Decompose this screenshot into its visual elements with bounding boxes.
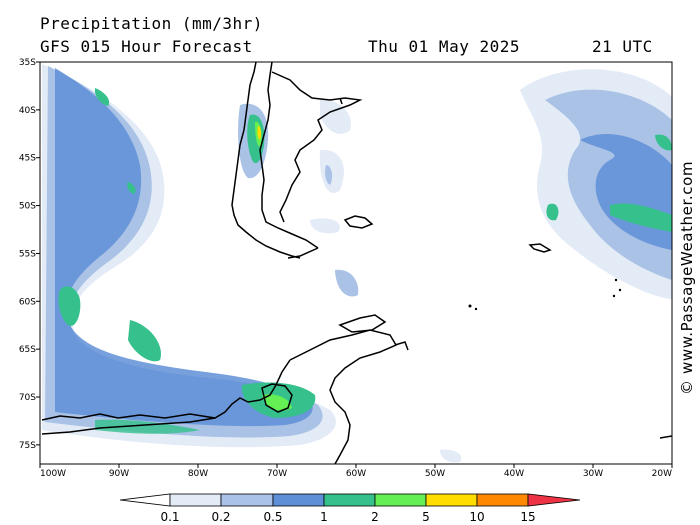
legend-level-label: 2: [371, 510, 379, 524]
lon-tick-label: 100W: [40, 469, 66, 479]
forecast-subtitle: GFS 015 Hour Forecast: [40, 37, 253, 56]
forecast-date: Thu 01 May 2025: [368, 37, 520, 56]
legend-level-label: 0.1: [160, 510, 179, 524]
lon-tick-label: 60W: [346, 469, 366, 479]
lon-tick-label: 80W: [188, 469, 208, 479]
legend-swatch: [169, 493, 222, 507]
coastline-south-shetland: [338, 314, 387, 333]
legend-swatch: [323, 493, 376, 507]
lon-tick-label: 70W: [267, 469, 287, 479]
legend-level-label: 0.2: [211, 510, 230, 524]
legend-swatch: [476, 493, 529, 507]
lon-tick-label: 40W: [504, 469, 524, 479]
latitude-ticks: 35S 40S 45S 50S 55S 60S 65S 70S 75S: [19, 58, 40, 451]
coastline-islands: [468, 278, 622, 311]
precip-cyclone-east: [520, 69, 672, 300]
lat-tick-label: 40S: [19, 106, 36, 116]
legend-level-label: 5: [422, 510, 430, 524]
map-content: [41, 62, 672, 464]
map-title: Precipitation (mm/3hr): [40, 14, 263, 33]
forecast-time: 21 UTC: [592, 37, 653, 56]
coastline-south-georgia: [528, 243, 552, 253]
lon-tick-label: 20W: [652, 469, 672, 479]
coastline-antarctic-peninsula: [41, 329, 672, 464]
legend-level-label: 0.5: [263, 510, 282, 524]
legend-swatch-above: [527, 493, 581, 507]
lat-tick-label: 50S: [19, 202, 36, 212]
precip-band-southern-pacific: [42, 64, 336, 448]
legend-swatch: [374, 493, 427, 507]
legend-colorbar: [119, 493, 581, 507]
lat-tick-label: 70S: [19, 393, 36, 403]
legend-swatch: [425, 493, 478, 507]
lat-tick-label: 75S: [19, 441, 36, 451]
lon-tick-label: 30W: [583, 469, 603, 479]
legend-level-label: 15: [520, 510, 535, 524]
legend-swatch-below: [119, 493, 171, 507]
lat-tick-label: 60S: [19, 297, 36, 307]
legend-swatch: [220, 493, 274, 507]
legend-swatch: [272, 493, 325, 507]
lon-tick-label: 90W: [109, 469, 129, 479]
legend-level-label: 10: [469, 510, 484, 524]
legend-level-label: 1: [320, 510, 328, 524]
lat-tick-label: 35S: [19, 58, 36, 68]
lat-tick-label: 55S: [19, 249, 36, 259]
coastline-falklands: [343, 215, 374, 229]
precip-patches-atlantic: [310, 99, 462, 463]
lon-tick-label: 50W: [425, 469, 445, 479]
lat-tick-label: 45S: [19, 154, 36, 164]
longitude-ticks: 100W 90W 80W 70W 60W 50W 40W 30W 20W: [39, 464, 673, 479]
coastline-south-america: [231, 62, 363, 259]
lat-tick-label: 65S: [19, 345, 36, 355]
legend-labels: 0.1 0.2 0.5 1 2 5 10 15: [160, 510, 535, 524]
